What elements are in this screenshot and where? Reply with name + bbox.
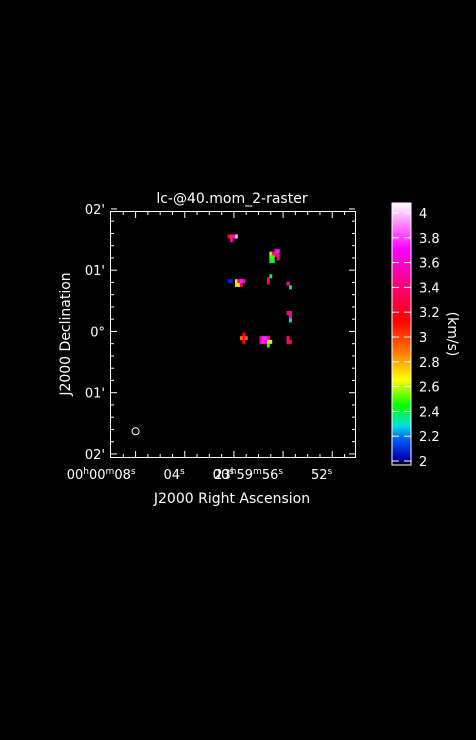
map-pixel [286, 336, 290, 341]
map-pixel [230, 279, 233, 284]
map-pixel [269, 251, 273, 256]
map-pixel [271, 251, 275, 256]
map-pixel [269, 339, 273, 344]
colorbar-tick-label: 2.6 [419, 381, 440, 396]
colorbar-tick-label: 3.4 [419, 281, 440, 296]
colorbar [391, 202, 412, 466]
map-pixel [276, 256, 280, 261]
map-pixel [266, 336, 270, 341]
x-tick-label: 00s [213, 467, 235, 483]
map-pixel [244, 336, 248, 341]
y-tick-label: 02' [85, 203, 105, 218]
x-tick-label: 00h00m08s [67, 467, 136, 483]
map-pixel [276, 252, 280, 257]
y-axis-title: J2000 Declination [58, 272, 74, 396]
map-pixel [227, 234, 231, 239]
y-tick-label: 01' [85, 387, 105, 402]
map-pixel [230, 234, 233, 239]
y-tick-label: 01' [85, 264, 105, 279]
map-pixel [264, 339, 268, 344]
map-pixel [239, 336, 243, 341]
map-pixel [234, 234, 238, 239]
map-pixel [259, 336, 263, 341]
x-tick-label: 52s [311, 467, 333, 483]
map-pixel [274, 249, 278, 254]
map-pixel [289, 318, 292, 323]
map-pixel [227, 279, 231, 284]
colorbar-tick-label: 3.2 [419, 306, 440, 321]
map-pixel [271, 258, 275, 264]
map-pixel [269, 274, 273, 279]
map-pixel [242, 332, 246, 337]
pixel-layer [227, 234, 292, 348]
map-pixel [289, 285, 292, 290]
colorbar-tick-label: 3.6 [419, 257, 440, 272]
map-pixel [261, 336, 265, 341]
map-pixel [269, 255, 273, 260]
map-pixel [271, 255, 275, 260]
colorbar-tick-label: 2.4 [419, 405, 440, 420]
map-pixel [259, 339, 263, 344]
map-pixel [276, 249, 280, 254]
y-tick-label: 02' [85, 448, 105, 463]
beam-ellipse [131, 427, 140, 436]
map-pixel [289, 314, 292, 319]
map-pixel [286, 339, 290, 344]
map-pixel [242, 339, 246, 344]
map-pixel [234, 279, 238, 284]
map-pixel [261, 339, 265, 344]
map-pixel [230, 238, 233, 243]
x-tick-label: 04s [164, 467, 186, 483]
map-pixel [232, 234, 236, 239]
colorbar-ticks [392, 212, 411, 462]
x-axis-ticks [122, 212, 346, 457]
map-pixel [286, 281, 290, 286]
map-pixel [237, 282, 241, 287]
map-pixel [266, 343, 270, 348]
map-pixel [234, 282, 238, 287]
colorbar-tick-label: 4 [419, 207, 427, 222]
map-pixel [266, 280, 270, 285]
map-pixel [239, 279, 243, 284]
map-pixel [289, 311, 292, 316]
colorbar-tick-label: 3.8 [419, 232, 440, 247]
map-pixel [264, 336, 268, 341]
colorbar-tick-labels: 2 2.2 2.4 2.6 2.8 3 3.2 3.4 3.6 3.8 4 [419, 207, 440, 470]
plot-frame [110, 211, 356, 458]
colorbar-tick-label: 3 [419, 331, 427, 346]
map-pixel [237, 279, 241, 284]
map-pixel [289, 339, 292, 344]
map-pixel [242, 279, 246, 284]
y-tick-label: 0° [90, 325, 105, 340]
plot-title: lc-@40.mom_2-raster [156, 191, 307, 207]
map-pixel [239, 282, 243, 287]
map-pixel [242, 336, 246, 341]
x-tick-label: 23h59m56s [214, 467, 283, 483]
map-pixel [269, 258, 273, 264]
colorbar-unit-label: (km/s) [444, 312, 460, 357]
colorbar-tick-label: 2 [419, 455, 427, 470]
colorbar-tick-label: 2.2 [419, 430, 440, 445]
map-pixel [266, 277, 270, 282]
y-axis-ticks [111, 208, 355, 455]
colorbar-tick-label: 2.8 [419, 356, 440, 371]
map-pixel [286, 311, 290, 316]
x-axis-title: J2000 Right Ascension [153, 491, 310, 507]
map-pixel [266, 339, 270, 344]
map-pixel [274, 252, 278, 257]
y-axis-tick-labels: 02' 01' 0° 01' 02' [85, 203, 105, 463]
